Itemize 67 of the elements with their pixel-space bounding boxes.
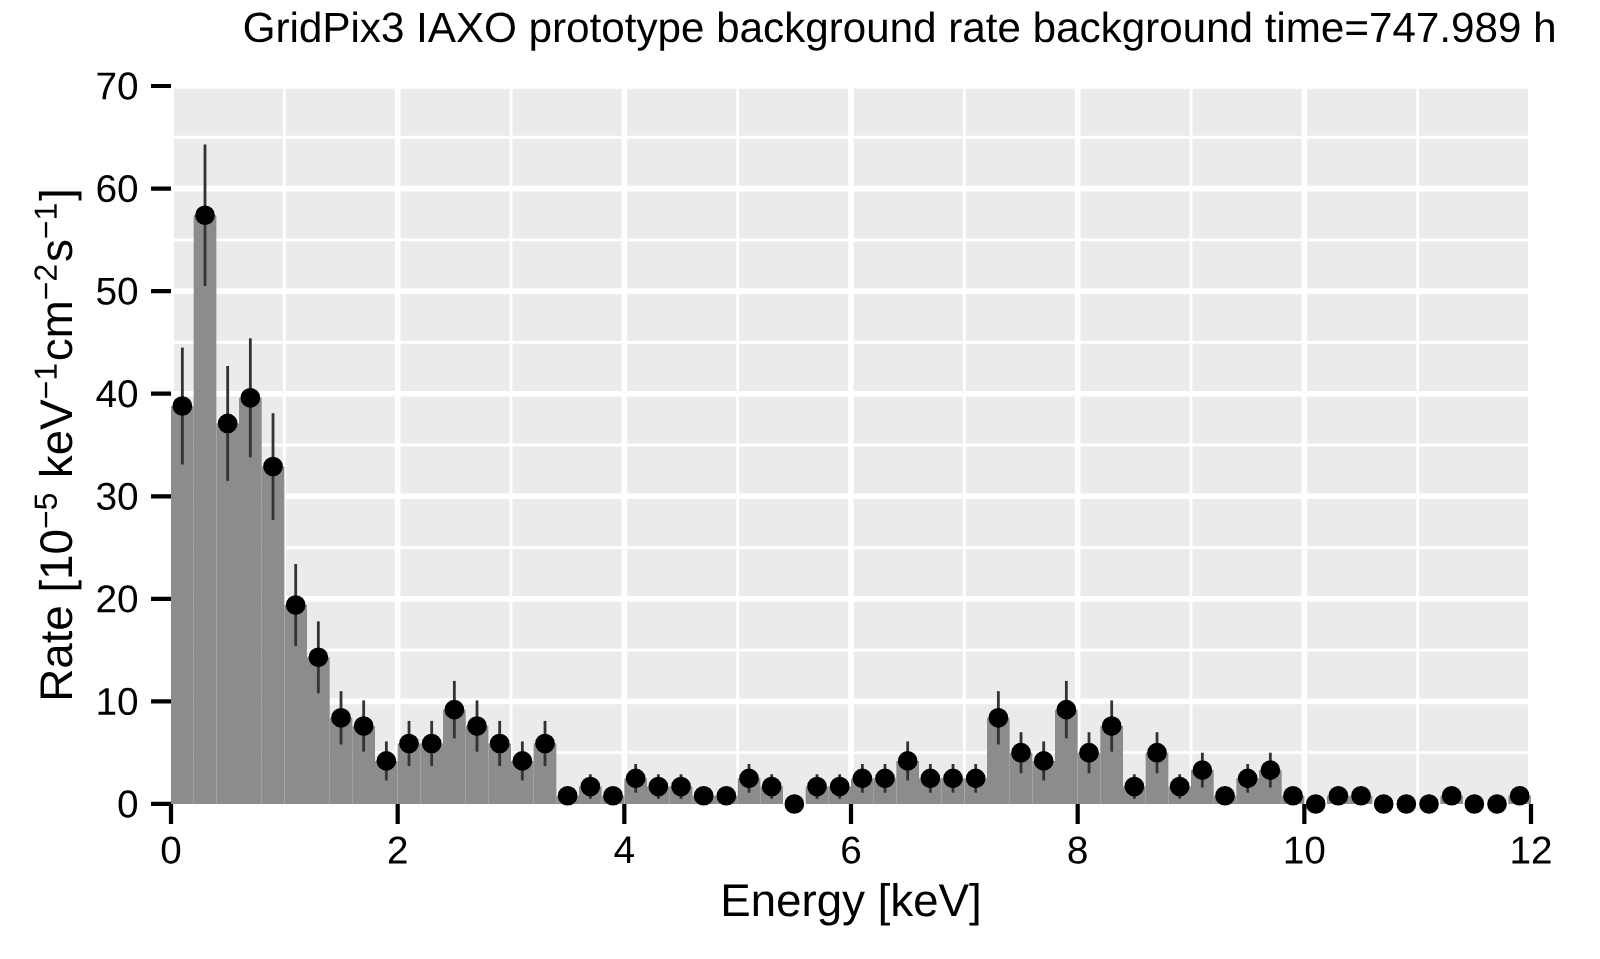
point [625, 768, 646, 789]
point [988, 707, 1009, 728]
x-axis-title: Energy [keV] [723, 882, 979, 926]
point [285, 595, 306, 615]
point [1509, 785, 1530, 806]
point [1373, 794, 1394, 814]
x-tick-label: 0 [161, 836, 181, 864]
x-tick-label: 10 [1285, 836, 1325, 864]
x-tick-label: 2 [388, 836, 407, 864]
point [263, 456, 283, 477]
point [467, 716, 487, 736]
point [1464, 794, 1485, 814]
point [1441, 785, 1462, 806]
point [172, 396, 193, 416]
point [784, 794, 805, 814]
point [240, 387, 261, 408]
point [376, 751, 397, 771]
y-tick-label: 0 [118, 790, 138, 818]
point [308, 647, 329, 668]
point [1147, 742, 1167, 763]
y-tick-label: 20 [97, 585, 138, 613]
point [1396, 794, 1417, 814]
point [1033, 751, 1054, 771]
point [1419, 794, 1439, 814]
point [1101, 716, 1122, 736]
point [421, 733, 442, 754]
point [1328, 785, 1349, 806]
point [716, 785, 737, 806]
y-tick-label: 60 [97, 174, 138, 203]
point [1351, 785, 1371, 806]
chart-title: GridPix3 IAXO prototype background rate background time=747.989 h [244, 11, 1554, 51]
point [217, 413, 238, 434]
y-tick-label: 50 [97, 277, 138, 305]
x-tick-label: 6 [842, 836, 861, 864]
point [1237, 768, 1258, 789]
x-tick-label: 4 [614, 836, 634, 863]
point [1283, 785, 1303, 806]
point [852, 768, 873, 789]
point [1487, 794, 1507, 814]
point [535, 733, 555, 754]
point [399, 733, 419, 754]
point [1305, 794, 1326, 814]
y-tick-label: 10 [98, 687, 138, 716]
point [444, 699, 465, 720]
point [965, 768, 986, 789]
point [1079, 742, 1099, 763]
point [512, 751, 533, 771]
point [920, 768, 941, 789]
point [1011, 742, 1031, 763]
point [897, 751, 918, 771]
point [1215, 785, 1235, 806]
text: Rate [10$^{−5}$ keV$^{−1}$cm$^{−2}$s$^{−1}$] [34, 191, 82, 698]
y-tick-label: 30 [97, 482, 138, 510]
point [353, 716, 374, 736]
x-tick-label: 12 [1512, 836, 1551, 864]
point [489, 733, 510, 754]
point [1260, 760, 1281, 780]
x-tick-label: 8 [1068, 836, 1087, 864]
y-tick-label: 40 [96, 380, 138, 408]
point [603, 785, 623, 806]
point [1192, 760, 1213, 780]
y-tick-label: 70 [97, 72, 138, 100]
point [693, 785, 714, 806]
point [195, 205, 215, 226]
point [331, 707, 351, 728]
point [557, 785, 578, 806]
point [1056, 699, 1077, 720]
